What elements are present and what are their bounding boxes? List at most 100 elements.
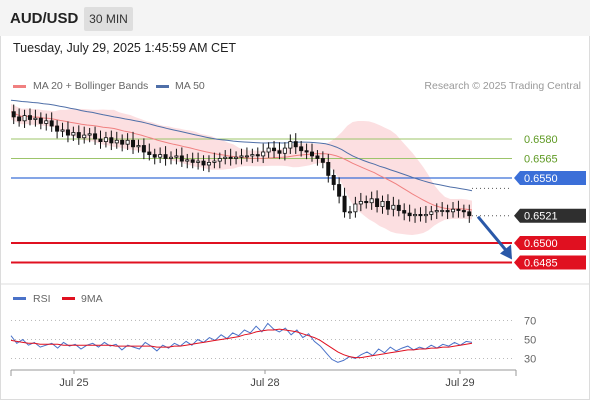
candle-body [407, 212, 412, 217]
candle-body [234, 156, 239, 159]
candle-body [353, 203, 358, 213]
candle-body [391, 204, 396, 210]
rsi-tick-label: 50 [524, 335, 536, 347]
candle-body [147, 151, 152, 155]
candle-body [358, 200, 363, 205]
candle-body [33, 117, 38, 120]
candle-body [423, 213, 428, 217]
ma50-line [10, 99, 473, 192]
candle-body [451, 208, 456, 213]
candle-body [103, 137, 108, 142]
level-tag [514, 171, 586, 185]
candle-body [22, 115, 27, 122]
rsi-line [10, 322, 473, 363]
rsi-tick-label: 70 [524, 316, 536, 328]
candle-body [461, 210, 466, 213]
candle-body [49, 120, 54, 127]
rsi-legend-swatch [13, 297, 26, 300]
candle-body [331, 174, 336, 185]
candle-body [326, 161, 331, 176]
level-label: 0.6580 [524, 134, 558, 146]
symbol-title: AUD/USD [10, 10, 79, 27]
candle-body [120, 139, 125, 145]
x-axis-label: Jul 25 [59, 377, 88, 389]
candle-body [445, 210, 450, 213]
current-price-tag [514, 208, 586, 223]
level-tag [514, 255, 586, 270]
candle-body [109, 137, 114, 144]
candle-body [60, 129, 65, 132]
candle-body [223, 156, 228, 159]
candle-body [250, 154, 255, 157]
rsi-ma-legend-swatch [62, 297, 75, 300]
candle-body [76, 132, 81, 139]
candle-body [174, 155, 179, 158]
candle-body [98, 138, 103, 142]
candle-body [277, 150, 282, 154]
candle-body [65, 129, 70, 136]
candle-body [87, 133, 92, 136]
x-axis-label: Jul 29 [445, 377, 474, 389]
candle-body [17, 116, 22, 122]
candle-body [467, 211, 472, 217]
candle-body [320, 158, 325, 163]
level-label: 0.6500 [524, 238, 558, 250]
candle-body [212, 160, 217, 163]
candle-body [310, 151, 315, 157]
candle-body [27, 115, 32, 120]
candle-body [168, 156, 173, 159]
candle-body [434, 210, 439, 213]
candle-body [456, 208, 461, 211]
candle-body [272, 147, 277, 152]
candle-body [71, 132, 76, 136]
ma50-legend-swatch [156, 85, 169, 88]
level-tag [514, 236, 586, 250]
candle-body [82, 134, 87, 139]
level-label: 0.6550 [524, 173, 558, 185]
ma50-legend-label: MA 50 [175, 80, 205, 92]
candle-body [201, 160, 206, 166]
candle-body [152, 154, 157, 158]
candle-body [315, 155, 320, 159]
candle-body [266, 147, 271, 153]
candle-body [179, 155, 184, 162]
candle-body [413, 213, 418, 217]
candle-body [369, 198, 374, 204]
candle-body [375, 198, 380, 208]
forecast-arrow-head [500, 244, 512, 260]
candle-body [125, 139, 130, 145]
candle-body [282, 147, 287, 154]
candle-body [158, 154, 163, 158]
timeframe-badge[interactable]: 30 MIN [84, 7, 133, 31]
level-label: 0.6565 [524, 154, 558, 166]
candle-body [293, 141, 298, 148]
candle-body [38, 117, 43, 124]
bollinger-band [11, 103, 472, 236]
rsi-ma-line [10, 328, 473, 359]
candle-body [261, 151, 266, 157]
candle-body [131, 139, 136, 148]
candle-body [11, 111, 16, 118]
candle-body [55, 125, 60, 132]
forecast-arrow-shaft [476, 215, 509, 253]
candle-body [136, 145, 141, 148]
credit-label: Research © 2025 Trading Central [424, 80, 581, 92]
candle-body [380, 200, 385, 207]
ma20-legend-swatch [13, 85, 26, 88]
candle-body [347, 211, 352, 214]
ma20-legend-label: MA 20 + Bollinger Bands [33, 80, 149, 92]
candle-body [163, 154, 168, 159]
timestamp: Tuesday, July 29, 2025 1:45:59 AM CET [13, 41, 237, 55]
x-axis-label: Jul 28 [250, 377, 279, 389]
candle-body [196, 160, 201, 163]
candle-body [114, 139, 119, 144]
candle-body [396, 204, 401, 211]
candle-body [342, 195, 347, 213]
candle-body [255, 154, 260, 157]
candle-body [402, 210, 407, 214]
rsi-legend-label: RSI [33, 293, 51, 305]
candle-body [288, 141, 293, 149]
candle-body [141, 145, 146, 153]
